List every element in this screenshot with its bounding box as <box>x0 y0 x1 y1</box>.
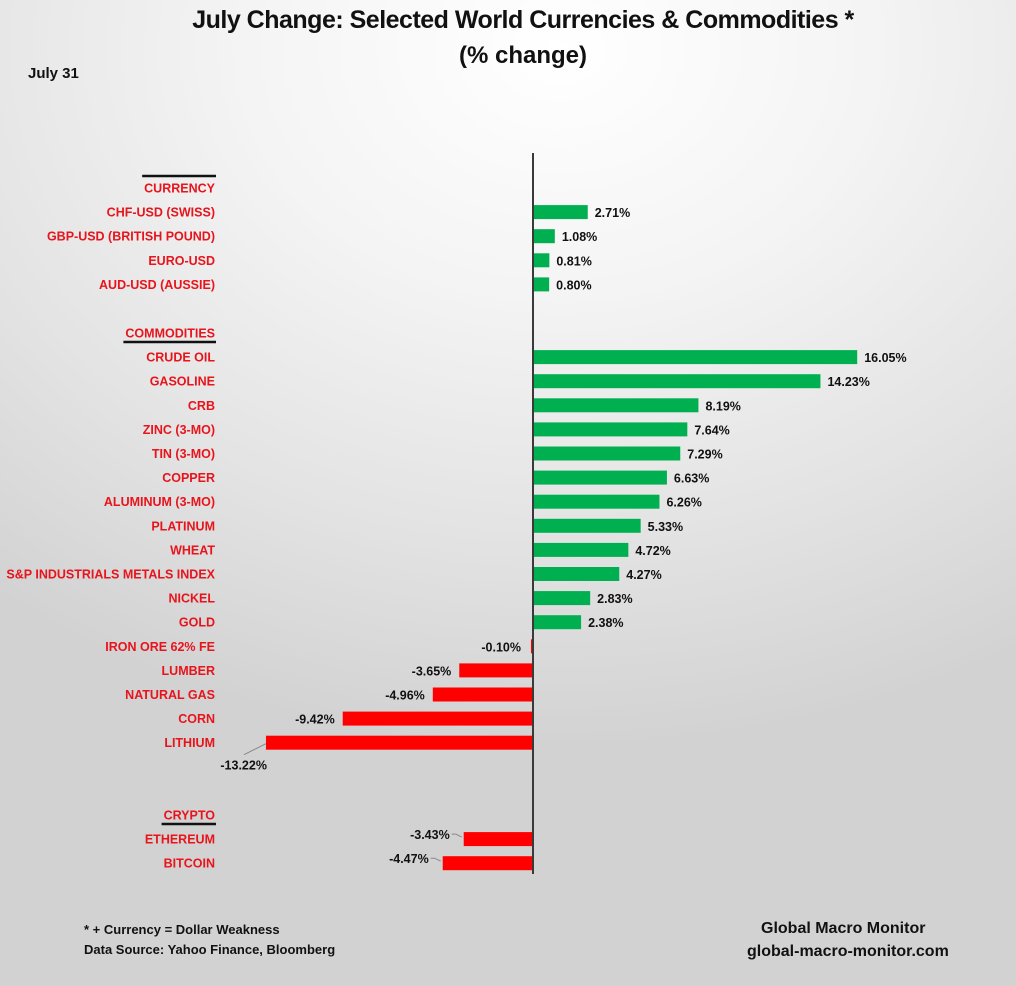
value-label: 7.29% <box>687 448 722 462</box>
value-label: 2.38% <box>588 616 623 630</box>
category-label: CRUDE OIL <box>146 351 215 365</box>
value-label: 0.81% <box>556 254 591 268</box>
category-label: ZINC (3-MO) <box>143 423 215 437</box>
leader-line <box>451 833 462 838</box>
group-header-currency: CURRENCY <box>144 182 216 196</box>
category-label: ALUMINUM (3-MO) <box>104 495 215 509</box>
value-label: 8.19% <box>705 399 740 413</box>
value-label: 5.33% <box>648 520 683 534</box>
bar <box>533 205 588 220</box>
category-label: ETHEREUM <box>145 833 215 847</box>
value-label: -0.10% <box>481 640 521 654</box>
value-label: -13.22% <box>220 759 267 773</box>
value-label: 6.63% <box>674 472 709 486</box>
chart-subtitle: (% change) <box>458 42 587 69</box>
bar <box>442 856 533 871</box>
brand-name: Global Macro Monitor <box>761 920 926 937</box>
value-label: 4.72% <box>635 544 670 558</box>
value-label: -4.96% <box>385 689 425 703</box>
category-label: COPPER <box>162 471 215 485</box>
category-label: WHEAT <box>170 543 215 557</box>
footnote: * + Currency = Dollar Weakness <box>84 922 280 937</box>
leader-line <box>243 743 267 756</box>
bar <box>533 229 555 244</box>
category-label: EURO-USD <box>148 254 215 268</box>
category-label: IRON ORE 62% FE <box>105 640 215 654</box>
category-label: GBP-USD (BRITISH POUND) <box>47 230 215 244</box>
value-label: 4.27% <box>626 568 661 582</box>
bar <box>533 253 550 268</box>
date-label: July 31 <box>28 65 79 82</box>
value-label: 6.26% <box>666 496 701 510</box>
category-label: AUD-USD (AUSSIE) <box>99 278 215 292</box>
value-label: -4.47% <box>389 852 429 866</box>
bar <box>533 446 681 461</box>
category-label: GASOLINE <box>150 375 215 389</box>
category-label: CORN <box>178 712 215 726</box>
category-label: GOLD <box>179 616 215 630</box>
category-label: LITHIUM <box>164 736 215 750</box>
category-label: CHF-USD (SWISS) <box>107 206 215 220</box>
category-label: NATURAL GAS <box>125 688 215 702</box>
value-label: 0.80% <box>556 278 591 292</box>
group-header-commodities: COMMODITIES <box>125 327 215 341</box>
data-source: Data Source: Yahoo Finance, Bloomberg <box>84 942 336 957</box>
bar <box>463 832 533 847</box>
bars-layer <box>265 205 858 871</box>
bar <box>533 615 582 630</box>
value-label: -3.43% <box>410 828 450 842</box>
bar <box>533 494 660 509</box>
value-label: 16.05% <box>864 351 906 365</box>
bar <box>432 687 533 702</box>
bar <box>459 663 533 678</box>
value-label: 2.71% <box>595 206 630 220</box>
brand-website[interactable]: global-macro-monitor.com <box>747 943 949 960</box>
bar <box>533 398 699 413</box>
bar <box>533 277 550 292</box>
bar <box>265 735 533 750</box>
labels-layer: CURRENCY CHF-USD (SWISS) 2.71% GBP-USD (BRI… <box>6 174 907 871</box>
value-label: 1.08% <box>562 230 597 244</box>
value-label: -9.42% <box>295 713 335 727</box>
bar <box>533 422 688 437</box>
category-label: LUMBER <box>162 664 215 678</box>
bar <box>533 518 641 533</box>
bar <box>533 542 629 557</box>
leader-line <box>430 857 441 862</box>
category-label: TIN (3-MO) <box>152 447 215 461</box>
bar <box>533 591 591 606</box>
bar <box>342 711 533 726</box>
group-header-crypto: CRYPTO <box>164 809 216 823</box>
bar <box>533 350 858 365</box>
category-label: PLATINUM <box>151 519 215 533</box>
category-label: S&P INDUSTRIALS METALS INDEX <box>6 568 215 582</box>
category-label: BITCOIN <box>164 857 215 871</box>
bar <box>533 567 620 581</box>
value-label: 7.64% <box>694 423 729 437</box>
value-label: 2.83% <box>597 592 632 606</box>
category-label: NICKEL <box>168 592 215 606</box>
bar <box>530 639 533 654</box>
chart-title: July Change: Selected World Currencies &… <box>192 6 854 34</box>
value-label: 14.23% <box>827 375 869 389</box>
value-label: -3.65% <box>412 664 452 678</box>
category-label: CRB <box>188 399 215 413</box>
bar <box>533 470 667 485</box>
bar <box>533 374 821 389</box>
